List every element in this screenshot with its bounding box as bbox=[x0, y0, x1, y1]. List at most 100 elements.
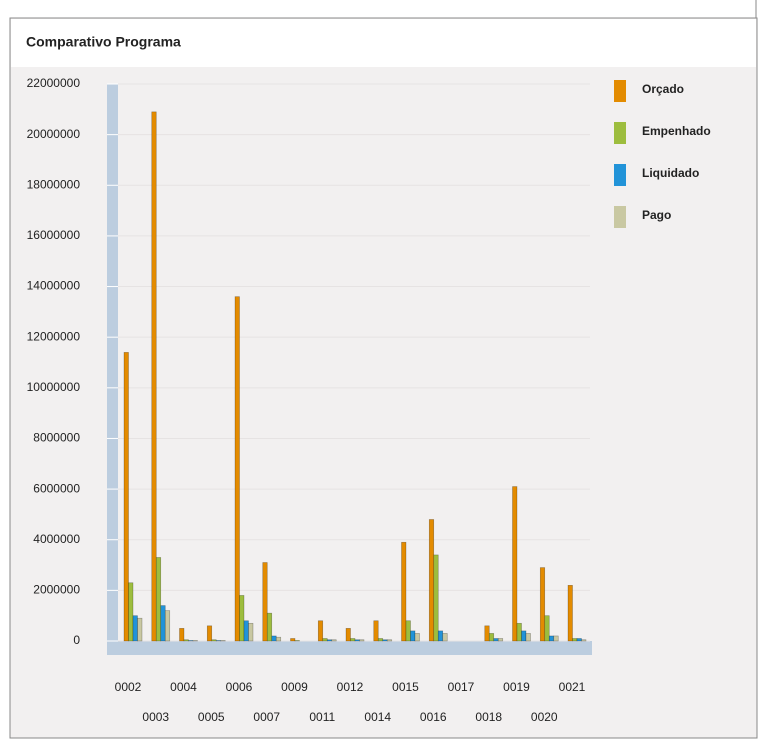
y-tick-label: 14000000 bbox=[27, 279, 81, 293]
bar bbox=[220, 640, 226, 642]
legend-swatch bbox=[614, 206, 626, 228]
x-tick-label: 0006 bbox=[226, 680, 253, 694]
bar bbox=[183, 639, 189, 642]
bar bbox=[525, 633, 531, 642]
bar bbox=[350, 638, 356, 642]
y-tick-label: 2000000 bbox=[33, 583, 80, 597]
bar bbox=[437, 630, 444, 642]
bar bbox=[581, 639, 587, 642]
bar bbox=[377, 638, 384, 642]
legend-swatch bbox=[614, 80, 626, 102]
x-tick-label: 0021 bbox=[559, 680, 586, 694]
legend-label: Orçado bbox=[642, 82, 684, 96]
axis-wall bbox=[107, 84, 118, 655]
bar bbox=[206, 625, 213, 642]
x-tick-label: 0015 bbox=[392, 680, 419, 694]
x-tick-label: 0019 bbox=[503, 680, 530, 694]
x-tick-label: 0020 bbox=[531, 710, 558, 724]
bar bbox=[576, 638, 582, 642]
bar bbox=[539, 567, 546, 642]
bar bbox=[239, 595, 245, 642]
y-tick-label: 22000000 bbox=[27, 76, 81, 90]
x-tick-label: 0014 bbox=[364, 710, 391, 724]
x-tick-label: 0004 bbox=[170, 680, 197, 694]
bar bbox=[497, 638, 504, 642]
y-tick-label: 4000000 bbox=[33, 532, 80, 546]
bar bbox=[243, 620, 249, 642]
bar bbox=[405, 620, 411, 642]
x-tick-label: 0009 bbox=[281, 680, 308, 694]
bar bbox=[488, 633, 495, 642]
x-tick-label: 0016 bbox=[420, 710, 447, 724]
legend-label: Liquidado bbox=[642, 166, 699, 180]
bar bbox=[290, 638, 296, 642]
bar bbox=[215, 640, 222, 642]
bar bbox=[354, 639, 360, 642]
bar bbox=[544, 615, 550, 642]
bar bbox=[345, 628, 351, 642]
x-tick-label: 0005 bbox=[198, 710, 225, 724]
bar bbox=[132, 615, 138, 642]
bar bbox=[331, 639, 337, 642]
bar bbox=[548, 635, 555, 642]
bar bbox=[326, 639, 333, 642]
bar bbox=[553, 635, 559, 642]
bar bbox=[386, 639, 393, 642]
chart-title: Comparativo Programa bbox=[26, 34, 181, 50]
bar bbox=[137, 617, 143, 642]
y-tick-label: 0 bbox=[73, 633, 80, 647]
bar bbox=[248, 622, 254, 642]
bar bbox=[493, 638, 499, 642]
bar bbox=[294, 640, 300, 642]
bar bbox=[317, 620, 324, 642]
bar bbox=[271, 635, 277, 642]
x-tick-label: 0017 bbox=[448, 680, 475, 694]
bar bbox=[160, 605, 166, 642]
legend-swatch bbox=[614, 122, 626, 144]
bar bbox=[211, 639, 217, 642]
y-tick-label: 10000000 bbox=[27, 380, 81, 394]
bar bbox=[192, 640, 198, 642]
bar bbox=[433, 554, 439, 642]
bar bbox=[266, 612, 273, 642]
y-tick-label: 8000000 bbox=[33, 431, 80, 445]
bar bbox=[151, 111, 157, 642]
bar bbox=[484, 625, 490, 642]
x-tick-label: 0007 bbox=[253, 710, 280, 724]
legend-swatch bbox=[614, 164, 626, 186]
legend-label: Pago bbox=[642, 208, 671, 222]
bar bbox=[428, 519, 435, 642]
legend-label: Empenhado bbox=[642, 124, 711, 138]
bar bbox=[512, 486, 518, 642]
bar bbox=[188, 640, 194, 642]
bar bbox=[442, 633, 448, 642]
x-tick-label: 0012 bbox=[337, 680, 364, 694]
y-tick-label: 6000000 bbox=[33, 481, 80, 495]
panel-header bbox=[11, 19, 756, 67]
bar bbox=[179, 628, 185, 642]
bar bbox=[322, 638, 328, 642]
y-tick-label: 18000000 bbox=[27, 177, 81, 191]
bar bbox=[359, 639, 365, 642]
bar bbox=[234, 296, 240, 642]
y-tick-label: 12000000 bbox=[27, 329, 81, 343]
bar bbox=[155, 557, 162, 642]
bar bbox=[262, 562, 268, 642]
axis-floor bbox=[107, 641, 592, 655]
bar bbox=[128, 582, 134, 642]
bar bbox=[164, 610, 171, 642]
bar bbox=[410, 630, 416, 642]
bar bbox=[382, 639, 388, 642]
bar bbox=[401, 541, 407, 642]
x-tick-label: 0002 bbox=[115, 680, 142, 694]
y-tick-label: 16000000 bbox=[27, 228, 81, 242]
y-tick-label: 20000000 bbox=[27, 127, 81, 141]
bar bbox=[516, 622, 522, 642]
bar bbox=[373, 620, 379, 642]
x-tick-label: 0003 bbox=[142, 710, 169, 724]
bar bbox=[275, 636, 282, 642]
bar bbox=[414, 633, 420, 642]
x-tick-label: 0011 bbox=[309, 710, 335, 724]
bar bbox=[123, 352, 129, 642]
x-tick-label: 0018 bbox=[475, 710, 502, 724]
